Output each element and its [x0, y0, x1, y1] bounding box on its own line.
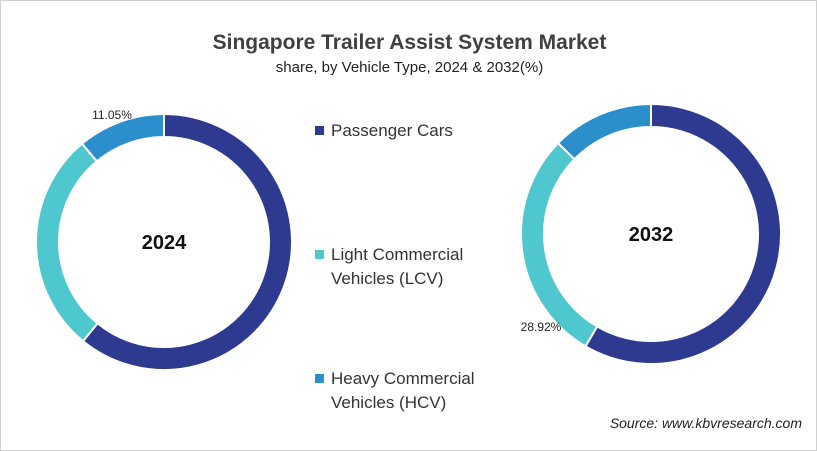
donut-slice-2032-2	[556, 102, 652, 161]
legend-hcv: Heavy Commercial Vehicles (HCV)	[315, 367, 475, 415]
donut-center-label: 2024	[142, 232, 187, 254]
donut-slice-2024-0	[81, 112, 293, 371]
donut-slice-2024-2	[80, 112, 165, 163]
donut-slice-2032-1	[520, 141, 599, 348]
legend-label-line2: Vehicles (HCV)	[331, 393, 447, 412]
data-label: 11.05%	[92, 108, 132, 122]
legend-label: Light Commercial	[331, 245, 464, 264]
source-note: Source: www.kbvresearch.com	[609, 415, 802, 431]
legend-swatch	[315, 250, 324, 259]
donut-slice-2024-1	[35, 142, 99, 343]
donut-center-label: 2032	[629, 224, 674, 246]
legend-label: Passenger Cars	[331, 121, 453, 140]
legend-swatch	[315, 126, 324, 135]
legend-label: Heavy Commercial	[331, 369, 475, 388]
chart-title: Singapore Trailer Assist System Market	[212, 31, 607, 54]
legend-lcv: Light Commercial Vehicles (LCV)	[315, 243, 463, 291]
legend-swatch	[315, 374, 324, 383]
donut-slice-2032-0	[584, 102, 782, 365]
data-label: 28.92%	[521, 320, 562, 334]
chart-subtitle: share, by Vehicle Type, 2024 & 2032(%)	[275, 59, 544, 76]
legend-label-line2: Vehicles (LCV)	[331, 269, 444, 288]
legend-passenger-cars: Passenger Cars	[315, 119, 453, 143]
